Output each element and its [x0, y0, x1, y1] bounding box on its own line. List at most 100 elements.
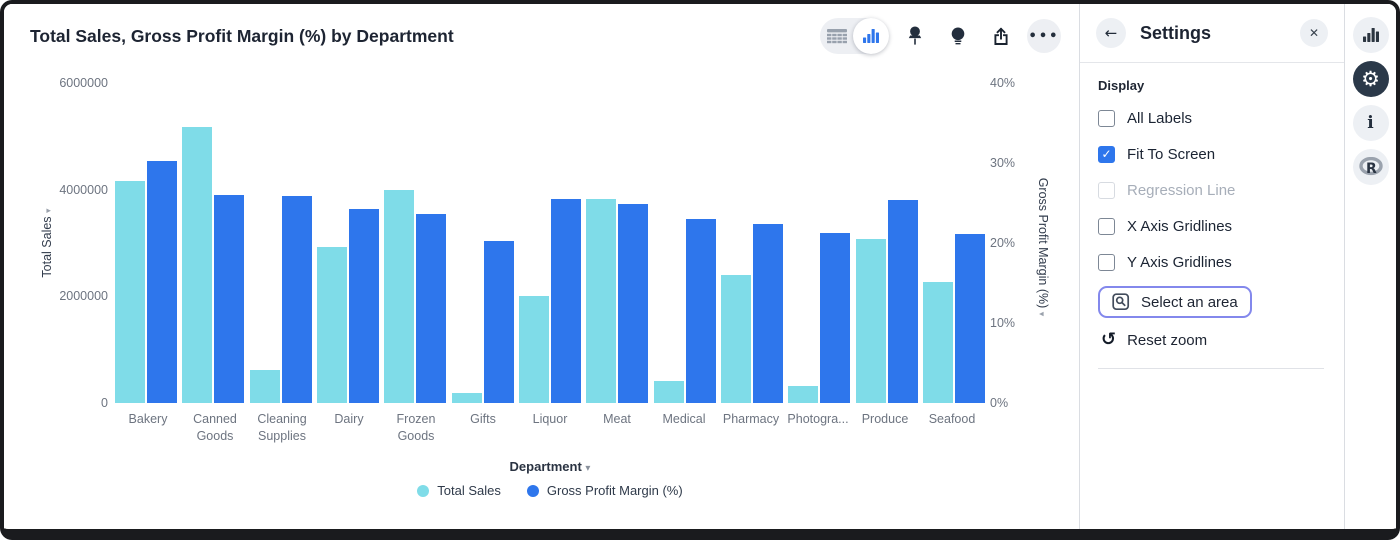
table-view-icon: [826, 28, 847, 44]
bar-produce-gross-profit-margin[interactable]: [887, 199, 918, 403]
x-tick-label-gifts: Gifts: [470, 412, 496, 426]
y-tick-label-left: 0: [101, 396, 108, 410]
chart-view-button[interactable]: [853, 18, 889, 54]
y-tick-label-right: 20%: [990, 236, 1016, 250]
x-tick-label-liquor: Liquor: [532, 412, 568, 426]
check-mark-icon: ✓: [1101, 147, 1112, 161]
chart-panel-icon: [1362, 28, 1379, 42]
bar-seafood-gross-profit-margin[interactable]: [954, 234, 985, 403]
legend-label: Gross Profit Margin (%): [546, 483, 683, 498]
view-toggle: [820, 18, 889, 54]
bar-dairy-gross-profit-margin[interactable]: [348, 208, 379, 403]
bar-frozen-goods-gross-profit-margin[interactable]: [416, 214, 447, 403]
bar-medical-total-sales[interactable]: [653, 380, 684, 403]
settings-gear-button[interactable]: ⚙: [1352, 61, 1389, 97]
checkbox-x-axis-gridlines[interactable]: X Axis Gridlines: [1098, 208, 1324, 244]
legend-dot-gross-profit-margin: [526, 484, 539, 497]
x-tick-label-pharmacy: Pharmacy: [722, 412, 780, 426]
bar-liquor-total-sales[interactable]: [518, 296, 549, 403]
pin-icon: [907, 26, 923, 46]
bar-cleaning-supplies-gross-profit-margin[interactable]: [281, 195, 312, 403]
x-tick-label-seafood: Seafood: [928, 412, 976, 426]
bar-group-meat: [586, 199, 649, 403]
table-view-button[interactable]: [820, 19, 853, 53]
bar-meat-gross-profit-margin[interactable]: [618, 203, 649, 403]
info-button[interactable]: i: [1352, 105, 1389, 141]
legend-label: Total Sales: [437, 483, 501, 498]
more-options-icon: •••: [1028, 28, 1060, 44]
bar-gifts-total-sales[interactable]: [451, 392, 482, 403]
legend-item-total-sales[interactable]: Total Sales: [417, 483, 501, 498]
x-axis-labels: Bakery Canned Goods Cleaning Supplies Dairy…: [115, 411, 985, 445]
chart-panel-button[interactable]: [1352, 17, 1389, 53]
r-analytics-button[interactable]: R: [1352, 149, 1389, 185]
bar-group-medical: [653, 219, 716, 403]
bar-frozen-goods-total-sales[interactable]: [384, 190, 415, 403]
lightbulb-icon: [950, 27, 966, 46]
checkbox-label: Fit To Screen: [1127, 145, 1216, 163]
display-section-title: Display: [1098, 78, 1145, 93]
bar-group-produce: [855, 199, 918, 403]
right-icon-rail: ⚙ i R: [1345, 4, 1396, 529]
x-tick-label-bakery: Bakery: [128, 412, 168, 426]
checked-checkbox-icon: ✓: [1098, 145, 1115, 163]
unchecked-checkbox-icon: [1098, 253, 1115, 271]
bar-photogra-gross-profit-margin[interactable]: [820, 232, 851, 403]
back-button[interactable]: ←: [1096, 18, 1126, 48]
pin-button[interactable]: [898, 19, 932, 53]
checkbox-y-axis-gridlines[interactable]: Y Axis Gridlines: [1098, 244, 1324, 280]
bar-group-gifts: [451, 240, 514, 403]
x-tick-label-meat: Meat: [603, 412, 631, 426]
y-tick-label-left: 4000000: [59, 182, 108, 197]
display-options-list: All Labels ✓ Fit To Screen Regression Line X…: [1098, 100, 1324, 280]
bar-bakery-total-sales[interactable]: [115, 181, 145, 403]
chart-pane: Total Sales, Gross Profit Margin (%) by …: [4, 4, 1080, 529]
unchecked-checkbox-icon: [1098, 217, 1115, 235]
x-axis-field-button[interactable]: Department ▾: [115, 459, 985, 474]
bar-photogra-total-sales[interactable]: [788, 385, 819, 403]
chart-toolbar: •••: [820, 18, 1061, 54]
lightbulb-button[interactable]: [941, 19, 975, 53]
r-analytics-icon: R: [1358, 157, 1384, 177]
bar-canned-goods-total-sales[interactable]: [182, 126, 213, 403]
bar-group-dairy: [316, 208, 379, 403]
y-tick-label-left: 6000000: [59, 76, 108, 90]
close-button[interactable]: ✕: [1300, 19, 1328, 47]
bar-cleaning-supplies-total-sales[interactable]: [249, 369, 280, 403]
unchecked-checkbox-icon: [1098, 109, 1115, 127]
bar-medical-gross-profit-margin[interactable]: [685, 219, 716, 403]
chart-view-icon: [863, 29, 879, 43]
bar-canned-goods-gross-profit-margin[interactable]: [214, 195, 245, 403]
reset-zoom-button[interactable]: ↺ Reset zoom: [1098, 322, 1213, 358]
action-label: Select an area: [1141, 293, 1238, 311]
legend-item-gross-profit-margin[interactable]: Gross Profit Margin (%): [526, 483, 683, 498]
bar-dairy-total-sales[interactable]: [316, 246, 347, 403]
bar-pharmacy-total-sales[interactable]: [720, 274, 751, 403]
bar-pharmacy-gross-profit-margin[interactable]: [752, 223, 783, 403]
left-axis-title: Total Sales ▾: [40, 143, 54, 343]
back-arrow-icon: ←: [1104, 24, 1118, 42]
checkbox-fit-to-screen[interactable]: ✓ Fit To Screen: [1098, 136, 1324, 172]
zoom-actions: Select an area ↺ Reset zoom: [1098, 286, 1324, 358]
settings-body: Display All Labels ✓ Fit To Screen Regressi…: [1080, 63, 1344, 369]
chart-legend: Total Sales Gross Profit Margin (%): [115, 483, 985, 498]
settings-gear-icon: ⚙: [1361, 66, 1380, 91]
x-tick-label-photogra: Photogra...: [787, 412, 849, 426]
page-title: Total Sales, Gross Profit Margin (%) by …: [30, 26, 454, 46]
close-icon: ✕: [1308, 26, 1320, 40]
share-button[interactable]: [984, 19, 1018, 53]
bar-bakery-gross-profit-margin[interactable]: [147, 161, 177, 403]
checkbox-label: Y Axis Gridlines: [1127, 253, 1232, 271]
x-axis-field-label: Department: [509, 459, 582, 474]
bar-group-pharmacy: [720, 223, 783, 403]
bar-group-photogra: [788, 232, 851, 403]
bar-gifts-gross-profit-margin[interactable]: [483, 240, 514, 403]
select-an-area-button[interactable]: Select an area: [1098, 286, 1252, 318]
checkbox-all-labels[interactable]: All Labels: [1098, 100, 1324, 136]
more-options-button[interactable]: •••: [1027, 19, 1061, 53]
bar-liquor-gross-profit-margin[interactable]: [550, 199, 581, 403]
bar-group-canned-goods: [182, 126, 245, 403]
bar-seafood-total-sales[interactable]: [922, 281, 953, 403]
bar-produce-total-sales[interactable]: [855, 239, 886, 403]
bar-meat-total-sales[interactable]: [586, 199, 617, 403]
